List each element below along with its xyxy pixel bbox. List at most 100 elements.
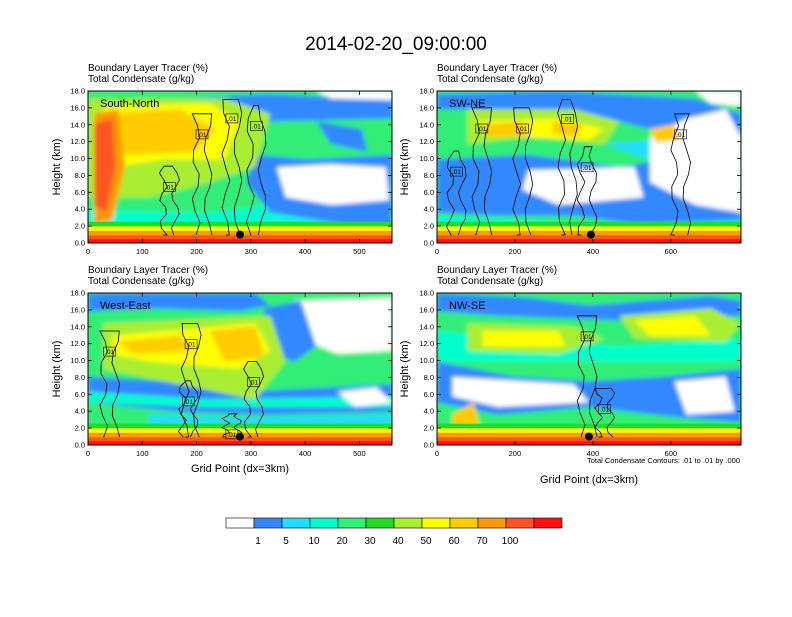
field-region-blue — [437, 361, 741, 423]
colorbar-box — [225, 517, 255, 529]
contour-label-box — [580, 162, 594, 173]
contour-label: .01 — [105, 349, 114, 356]
y-tick-label: 6.0 — [75, 390, 85, 399]
x-tick-label: 400 — [587, 449, 600, 458]
panel-4-xlabel: Grid Point (dx=3km) — [540, 474, 638, 486]
field-region-red-orange — [94, 118, 116, 213]
field-region-white — [276, 164, 389, 205]
field-region-gold — [118, 335, 195, 354]
panel-4-ylabel: Height (km) — [399, 341, 411, 398]
y-tick-label: 18.0 — [419, 87, 434, 96]
contour-label: .01 — [583, 334, 592, 341]
contour-label: .01 — [249, 380, 258, 387]
panel-3-ylabel: Height (km) — [51, 341, 63, 398]
panel-2-field: .01 .01 .01 .01 .01 .01 — [437, 91, 741, 243]
panel-1: .01 .01 .01 .01 South-North 0.0 2.0 4.0 6.0 8.0 10… — [70, 87, 393, 256]
x-tick-label: 300 — [245, 449, 258, 458]
colorbar-label: 20 — [336, 536, 348, 547]
y-tick-label: 4.0 — [424, 407, 434, 416]
field-region-gold — [649, 124, 681, 143]
contour-label-box — [225, 113, 239, 124]
field-region-white — [316, 91, 392, 101]
y-tick-label: 12.0 — [70, 137, 85, 146]
contour-label: .01 — [518, 126, 527, 133]
field-region-gold — [209, 326, 265, 362]
y-tick-label: 0.0 — [424, 441, 434, 450]
condensate-contour-line — [177, 380, 199, 438]
panel-1-title-line1: Boundary Layer Tracer (%) — [88, 63, 208, 74]
field-region-cyan — [88, 391, 392, 407]
y-tick-label: 14.0 — [419, 120, 434, 129]
colorbar-box — [449, 517, 479, 529]
panel-1-ylabel: Height (km) — [51, 139, 63, 196]
field-region-blue — [88, 293, 271, 312]
colorbar-box — [533, 517, 563, 529]
colorbar-label: 10 — [308, 536, 320, 547]
x-tick-label: 200 — [190, 449, 203, 458]
colorbar-box — [477, 517, 507, 529]
y-tick-label: 0.0 — [424, 239, 434, 248]
panel-3: .01 .01 .01 .01 .01 West-East 0.0 2.0 4.0 6.0 8.0 1… — [70, 289, 393, 458]
y-tick-label: 4.0 — [75, 407, 85, 416]
y-tick-label: 6.0 — [75, 188, 85, 197]
x-tick-label: 600 — [665, 449, 678, 458]
colorbar-box — [505, 517, 535, 529]
contour-label-box — [163, 182, 176, 192]
panel-2-title-line2: Total Condensate (g/kg) — [437, 74, 543, 85]
panel-4-title-line1: Boundary Layer Tracer (%) — [437, 265, 557, 276]
panel-2-name: SW-NE — [449, 98, 485, 110]
y-tick-label: 4.0 — [424, 205, 434, 214]
panel-3-title-line2: Total Condensate (g/kg) — [88, 276, 194, 287]
condensate-contour-line — [576, 146, 598, 236]
colorbar-label: 60 — [448, 536, 460, 547]
field-region-white — [695, 91, 741, 107]
y-tick-label: 2.0 — [75, 222, 85, 231]
panel-4-title-line2: Total Condensate (g/kg) — [437, 276, 543, 287]
condensate-contour-line — [670, 113, 692, 236]
contour-label-box — [598, 404, 611, 414]
y-tick-label: 4.0 — [75, 205, 85, 214]
condensate-contour-line — [221, 99, 243, 236]
y-tick-label: 2.0 — [75, 424, 85, 433]
field-region-gold — [552, 121, 583, 137]
x-tick-label: 600 — [665, 247, 678, 256]
condensate-contour-line — [512, 107, 534, 236]
panel-frame — [87, 292, 393, 446]
y-tick-label: 16.0 — [70, 103, 85, 112]
y-tick-label: 2.0 — [424, 222, 434, 231]
y-tick-label: 8.0 — [424, 171, 434, 180]
y-tick-label: 10.0 — [70, 154, 85, 163]
condensate-contours — [576, 315, 616, 438]
y-tick-label: 12.0 — [419, 137, 434, 146]
y-tick-label: 2.0 — [424, 424, 434, 433]
contour-note: Total Condensate Contours: .01 to .01 by… — [587, 456, 740, 465]
panel-frame — [436, 292, 742, 446]
panel-4-name: NW-SE — [449, 300, 485, 312]
colorbar-label: 40 — [392, 536, 404, 547]
contour-label-box — [250, 121, 263, 131]
panel-2-ylabel: Height (km) — [399, 139, 411, 196]
ground-band-red — [437, 239, 741, 243]
contour-label-box — [561, 114, 574, 124]
contour-label: .01 — [563, 117, 572, 124]
y-tick-label: 8.0 — [75, 373, 85, 382]
panel-2-title-line1: Boundary Layer Tracer (%) — [437, 63, 557, 74]
condensate-contour-line — [594, 388, 616, 438]
y-tick-label: 18.0 — [70, 87, 85, 96]
contour-label: .01 — [676, 132, 685, 139]
contour-label-box — [103, 346, 116, 357]
colorbar-label: 5 — [283, 536, 289, 547]
ground-band-red — [88, 441, 392, 445]
colorbar-box — [337, 517, 367, 529]
y-tick-label: 14.0 — [419, 322, 434, 331]
page-title: 2014-02-20_09:00:00 — [305, 34, 487, 55]
panel-4-field: .01 .01 — [437, 293, 741, 445]
y-tick-label: 16.0 — [419, 103, 434, 112]
contour-label: .01 — [227, 432, 236, 439]
contour-label-box — [580, 331, 594, 342]
ground-band-red — [437, 441, 741, 445]
contour-label-box — [450, 166, 463, 177]
y-tick-label: 6.0 — [424, 390, 434, 399]
panel-4: .01 .01 NW-SE 0.0 2.0 4.0 6.0 8.0 10.0 12.0 14.0 16… — [419, 289, 742, 458]
